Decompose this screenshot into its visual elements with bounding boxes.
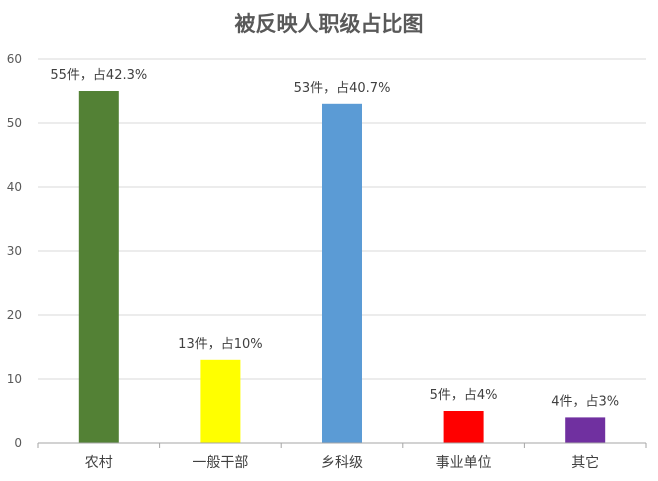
x-category-label: 一般干部	[192, 455, 248, 471]
bar-4	[443, 411, 484, 443]
data-label: 13件，占10%	[178, 337, 262, 352]
data-label: 4件，占3%	[551, 394, 619, 409]
x-axis-labels: 农村 一般干部 乡科级 事业单位 其它	[85, 454, 599, 471]
x-category-label: 其它	[571, 454, 599, 471]
y-tick-label: 20	[7, 308, 22, 322]
y-axis-ticks: 0 10 20 30 40 50 60	[7, 52, 22, 450]
data-label: 5件，占4%	[430, 388, 498, 403]
chart-title: 被反映人职级占比图	[234, 11, 424, 36]
x-category-label: 事业单位	[436, 455, 492, 471]
bars	[78, 91, 606, 444]
y-tick-label: 40	[7, 180, 22, 194]
data-label: 55件，占42.3%	[50, 68, 147, 83]
bar-1	[78, 91, 119, 443]
bar-2	[200, 359, 241, 443]
y-tick-label: 30	[7, 244, 22, 258]
x-axis	[37, 442, 647, 448]
y-tick-label: 0	[14, 436, 22, 450]
x-category-label: 乡科级	[321, 455, 363, 471]
bar-5	[565, 417, 606, 443]
y-tick-label: 50	[7, 116, 22, 130]
bar-3	[322, 103, 362, 444]
x-category-label: 农村	[85, 455, 113, 471]
data-label: 53件，占40.7%	[294, 81, 391, 96]
data-labels: 55件，占42.3% 13件，占10% 53件，占40.7% 5件，占4% 4件，占3%	[50, 68, 619, 409]
y-tick-label: 60	[7, 52, 22, 66]
y-tick-label: 10	[7, 372, 22, 386]
